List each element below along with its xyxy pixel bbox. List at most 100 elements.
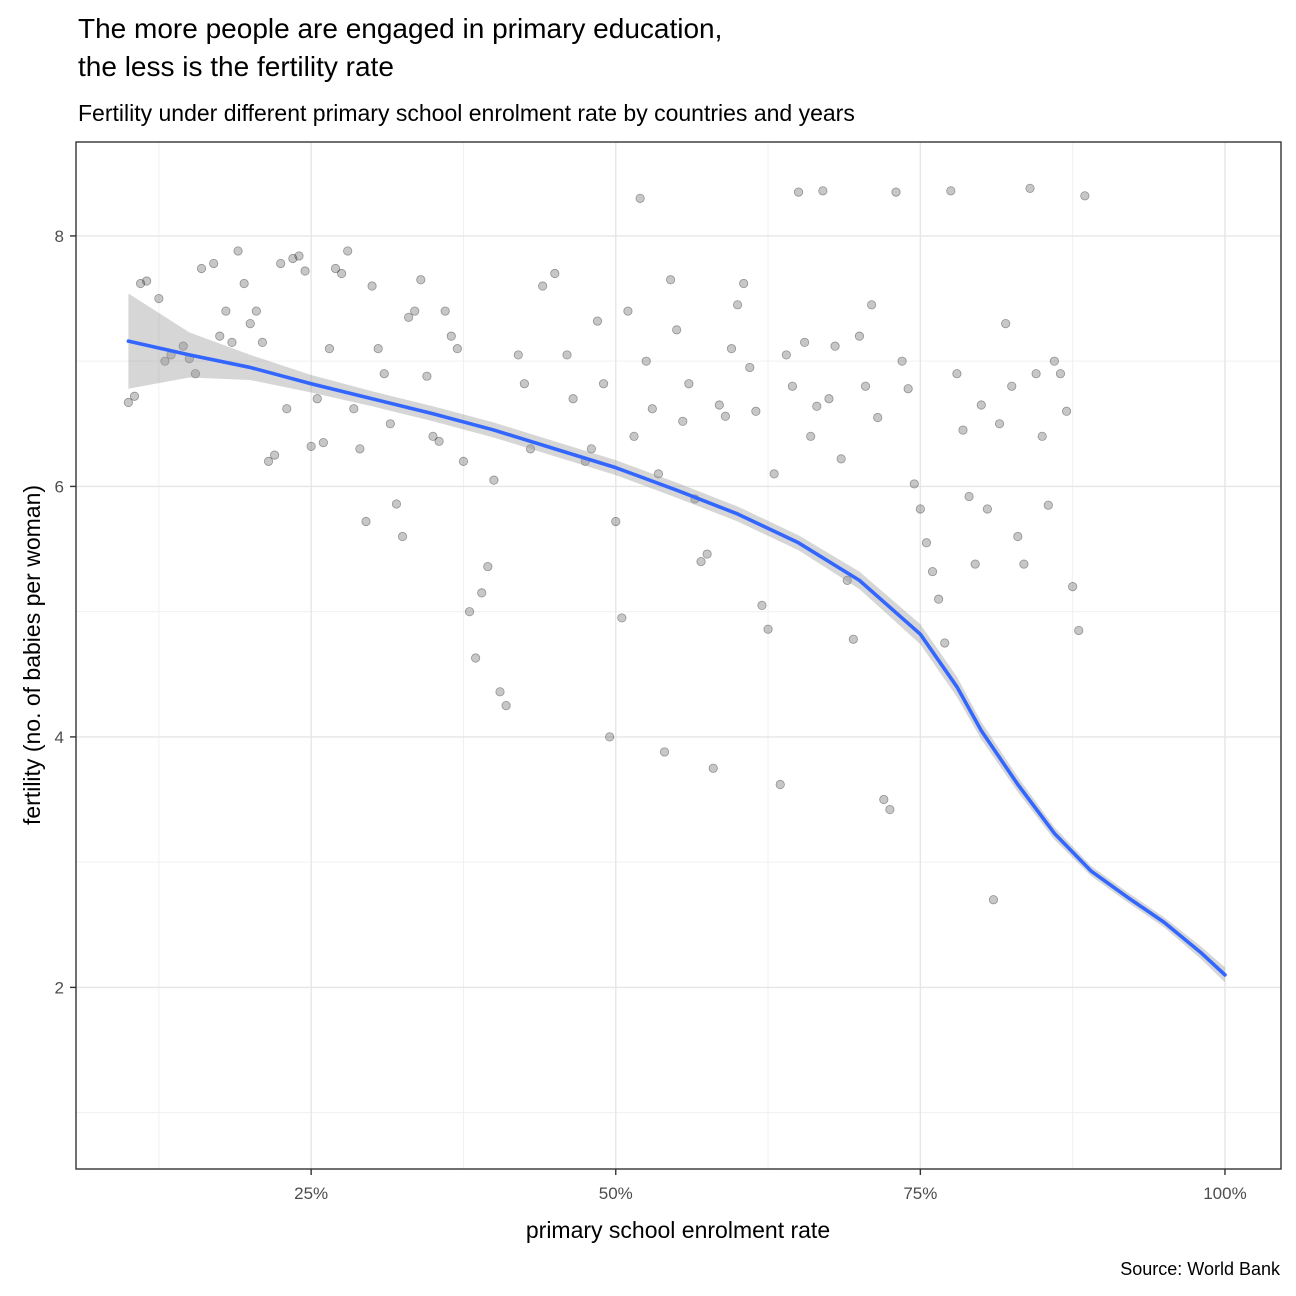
data-point bbox=[410, 306, 420, 316]
data-point bbox=[611, 516, 621, 527]
data-point bbox=[867, 300, 877, 310]
x-axis-ticks: 25% 50% 75% 100% bbox=[294, 1169, 1247, 1203]
x-axis-title: primary school enrolment rate bbox=[526, 1217, 830, 1243]
data-point bbox=[763, 624, 773, 634]
data-point bbox=[970, 559, 980, 569]
data-point bbox=[1001, 319, 1011, 329]
data-point bbox=[416, 275, 426, 285]
data-point bbox=[592, 316, 603, 326]
data-point bbox=[446, 331, 456, 341]
data-point bbox=[647, 404, 657, 414]
data-point bbox=[318, 437, 328, 448]
data-point bbox=[824, 394, 834, 404]
data-point bbox=[598, 379, 609, 389]
data-point bbox=[257, 337, 268, 347]
confidence-ribbon bbox=[128, 293, 1225, 983]
data-point bbox=[1049, 356, 1059, 366]
data-point bbox=[300, 266, 310, 276]
data-point bbox=[702, 549, 712, 559]
y-tick-label: 4 bbox=[55, 728, 64, 747]
data-point bbox=[489, 475, 499, 485]
y-tick-label: 2 bbox=[55, 978, 64, 997]
data-point bbox=[233, 246, 243, 256]
data-point bbox=[672, 325, 682, 335]
x-tick-label: 75% bbox=[903, 1184, 937, 1203]
data-point bbox=[958, 425, 968, 435]
data-point bbox=[269, 450, 280, 460]
data-point bbox=[586, 444, 596, 454]
data-point bbox=[897, 356, 907, 366]
data-point bbox=[404, 312, 414, 322]
data-point bbox=[994, 419, 1005, 429]
data-point bbox=[263, 456, 274, 466]
data-point bbox=[324, 344, 335, 354]
data-point bbox=[927, 566, 938, 577]
data-point bbox=[142, 276, 152, 286]
data-point bbox=[209, 258, 219, 269]
chart-caption: Source: World Bank bbox=[1120, 1259, 1280, 1279]
data-point bbox=[964, 491, 974, 502]
chart-title: The more people are engaged in primary e… bbox=[78, 13, 723, 82]
data-point bbox=[282, 404, 292, 414]
data-point bbox=[726, 344, 737, 354]
data-point bbox=[160, 356, 170, 366]
data-point bbox=[458, 456, 469, 466]
data-point bbox=[769, 469, 779, 479]
data-point bbox=[312, 394, 322, 404]
data-point bbox=[714, 400, 724, 410]
data-point bbox=[428, 431, 438, 441]
x-tick-label: 100% bbox=[1203, 1184, 1246, 1203]
data-point bbox=[629, 431, 639, 441]
data-point bbox=[513, 350, 523, 360]
data-point bbox=[495, 687, 505, 697]
data-point bbox=[696, 556, 706, 567]
data-point bbox=[934, 594, 944, 604]
data-point bbox=[1037, 431, 1047, 441]
y-tick-label: 6 bbox=[55, 477, 64, 496]
data-point bbox=[239, 278, 249, 289]
data-point bbox=[818, 186, 828, 196]
data-point bbox=[1019, 559, 1029, 569]
data-point bbox=[860, 381, 871, 391]
data-point bbox=[349, 404, 359, 414]
data-point bbox=[915, 504, 925, 514]
data-point bbox=[337, 268, 347, 279]
data-point bbox=[1031, 369, 1041, 379]
data-point bbox=[879, 794, 889, 805]
data-point bbox=[434, 436, 444, 446]
data-point bbox=[635, 193, 645, 203]
data-point bbox=[653, 469, 663, 479]
data-point bbox=[190, 369, 201, 379]
data-point bbox=[1025, 183, 1035, 193]
data-point bbox=[1055, 369, 1066, 379]
data-point bbox=[708, 763, 718, 773]
data-point bbox=[367, 281, 377, 291]
data-point bbox=[739, 278, 749, 289]
data-point bbox=[678, 416, 688, 426]
data-point bbox=[538, 281, 548, 291]
data-point bbox=[842, 575, 852, 585]
data-point bbox=[684, 379, 694, 389]
x-tick-label: 25% bbox=[294, 1184, 328, 1203]
data-point bbox=[793, 187, 804, 197]
plot-border bbox=[75, 141, 1282, 1170]
data-point bbox=[873, 412, 883, 423]
ribbon-band bbox=[128, 293, 1225, 983]
data-point bbox=[946, 186, 956, 196]
plot-panel bbox=[76, 142, 1281, 1169]
data-point bbox=[215, 331, 225, 341]
data-point bbox=[757, 600, 767, 611]
data-point bbox=[982, 504, 992, 514]
data-point bbox=[732, 300, 743, 310]
smooth-curve bbox=[126, 339, 1227, 977]
data-point bbox=[1068, 582, 1078, 592]
x-tick-label: 50% bbox=[599, 1184, 633, 1203]
data-point bbox=[605, 732, 615, 742]
data-point bbox=[800, 337, 810, 347]
data-point bbox=[385, 419, 395, 429]
data-point bbox=[909, 479, 919, 489]
data-point bbox=[178, 341, 188, 351]
data-point bbox=[361, 516, 371, 527]
data-point bbox=[379, 369, 389, 379]
data-point bbox=[221, 306, 231, 316]
